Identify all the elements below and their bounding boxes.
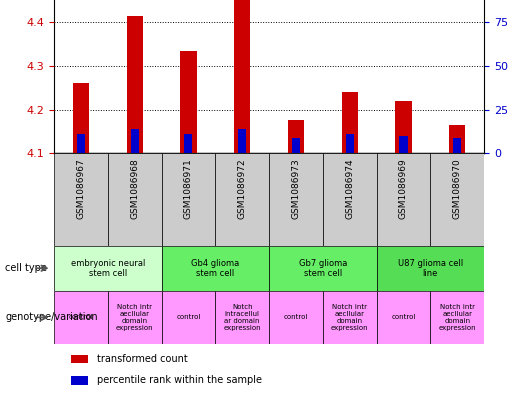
Bar (288, 121, 304, 153)
Text: embryonic neural
stem cell: embryonic neural stem cell (71, 259, 145, 278)
Bar (396, 101, 411, 153)
Bar (54, 291, 108, 344)
Text: Notch intr
aecllular
domain
expression: Notch intr aecllular domain expression (116, 304, 153, 331)
Bar (269, 153, 323, 246)
Bar (127, 16, 143, 153)
Bar (162, 291, 215, 344)
Bar (131, 129, 139, 153)
Text: GSM1086973: GSM1086973 (291, 158, 300, 219)
Bar (77, 134, 85, 153)
Text: control: control (69, 314, 93, 320)
Text: transformed count: transformed count (97, 354, 188, 364)
Text: Notch intr
aecllular
domain
expression: Notch intr aecllular domain expression (438, 304, 476, 331)
Bar (431, 291, 484, 344)
Text: cell type: cell type (5, 263, 47, 273)
Text: Notch intr
aecllular
domain
expression: Notch intr aecllular domain expression (331, 304, 369, 331)
Text: GSM1086969: GSM1086969 (399, 158, 408, 219)
Bar (323, 291, 376, 344)
Bar (431, 153, 484, 246)
Bar (346, 134, 354, 153)
Bar (449, 125, 465, 153)
Bar (73, 83, 89, 153)
Text: GSM1086972: GSM1086972 (238, 158, 247, 219)
Bar (292, 138, 300, 153)
Bar (269, 246, 376, 291)
Text: Gb7 glioma
stem cell: Gb7 glioma stem cell (299, 259, 347, 278)
Bar (215, 153, 269, 246)
Bar (269, 291, 323, 344)
Bar (215, 291, 269, 344)
Bar (108, 153, 162, 246)
Bar (162, 153, 215, 246)
Bar (341, 92, 358, 153)
Bar (376, 153, 431, 246)
Bar (376, 246, 484, 291)
Text: GSM1086974: GSM1086974 (345, 158, 354, 219)
Bar (54, 246, 162, 291)
Text: Gb4 glioma
stem cell: Gb4 glioma stem cell (191, 259, 239, 278)
Bar (180, 51, 197, 153)
Text: GSM1086967: GSM1086967 (76, 158, 85, 219)
Bar (71, 376, 89, 384)
Text: GSM1086968: GSM1086968 (130, 158, 139, 219)
Bar (376, 291, 431, 344)
Text: U87 glioma cell
line: U87 glioma cell line (398, 259, 463, 278)
Text: genotype/variation: genotype/variation (5, 312, 98, 322)
Text: control: control (284, 314, 308, 320)
Bar (400, 136, 407, 153)
Bar (323, 153, 376, 246)
Text: Notch
intracellul
ar domain
expression: Notch intracellul ar domain expression (224, 304, 261, 331)
Bar (238, 129, 246, 153)
Bar (54, 153, 108, 246)
Text: control: control (391, 314, 416, 320)
Text: control: control (176, 314, 201, 320)
Bar (71, 355, 89, 363)
Text: percentile rank within the sample: percentile rank within the sample (97, 375, 262, 386)
Bar (234, 0, 250, 153)
Bar (453, 138, 461, 153)
Text: GSM1086971: GSM1086971 (184, 158, 193, 219)
Bar (108, 291, 162, 344)
Text: GSM1086970: GSM1086970 (453, 158, 462, 219)
Bar (162, 246, 269, 291)
Bar (184, 134, 193, 153)
